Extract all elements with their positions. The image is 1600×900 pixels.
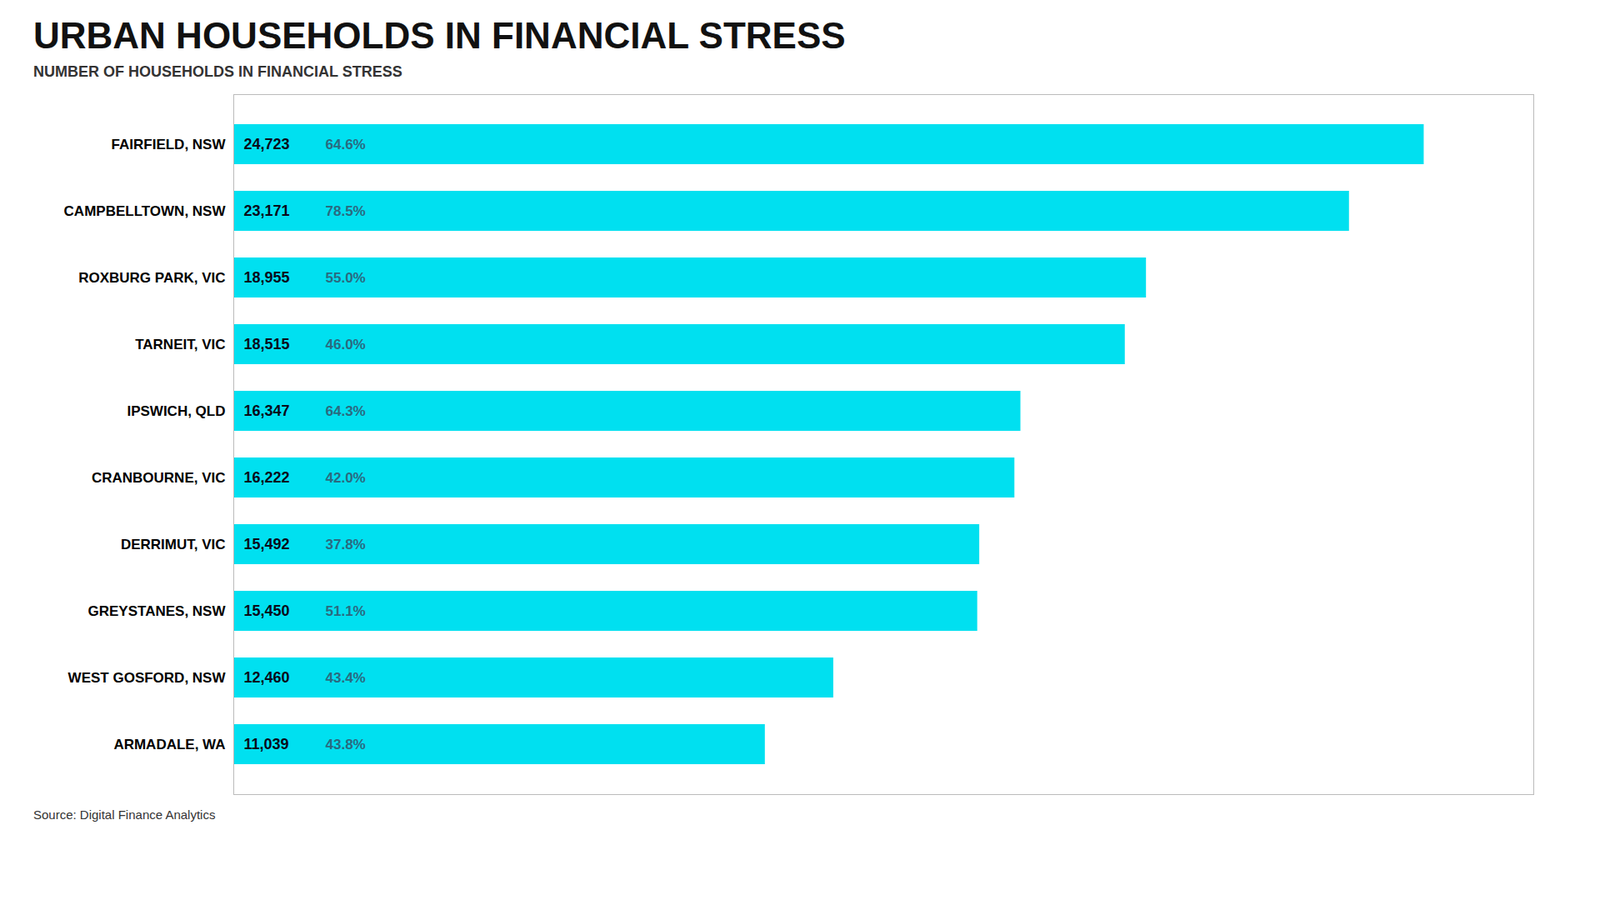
svg-text:TARNEIT, VIC: TARNEIT, VIC: [135, 336, 225, 353]
svg-text:18,515: 18,515: [244, 335, 290, 353]
svg-text:55.0%: 55.0%: [325, 270, 366, 286]
svg-text:43.4%: 43.4%: [325, 670, 366, 686]
svg-text:16,347: 16,347: [244, 402, 290, 420]
svg-text:CRANBOURNE, VIC: CRANBOURNE, VIC: [91, 470, 226, 486]
svg-text:IPSWICH, QLD: IPSWICH, QLD: [126, 403, 225, 420]
svg-text:46.0%: 46.0%: [325, 336, 366, 353]
svg-text:51.1%: 51.1%: [325, 603, 366, 620]
svg-text:GREYSTANES, NSW: GREYSTANES, NSW: [88, 603, 227, 620]
svg-text:37.8%: 37.8%: [325, 536, 366, 553]
svg-text:ROXBURG PARK, VIC: ROXBURG PARK, VIC: [78, 270, 225, 286]
svg-text:18,955: 18,955: [244, 269, 290, 286]
svg-text:23,171: 23,171: [244, 202, 290, 220]
svg-text:43.8%: 43.8%: [325, 736, 366, 753]
svg-text:DERRIMUT, VIC: DERRIMUT, VIC: [120, 536, 226, 553]
svg-text:15,492: 15,492: [244, 535, 290, 553]
svg-text:16,222: 16,222: [244, 469, 290, 486]
html-text:NUMBER OF HOUSEHOLDS IN FINANC: NUMBER OF HOUSEHOLDS IN FINANCIAL STRESS: [33, 63, 403, 80]
html-text:Source: Digital Finance Analyt: Source: Digital Finance Analytics: [33, 807, 216, 822]
svg-text:CAMPBELLTOWN, NSW: CAMPBELLTOWN, NSW: [64, 203, 227, 220]
svg-text:64.3%: 64.3%: [325, 403, 366, 420]
svg-text:78.5%: 78.5%: [325, 203, 366, 220]
svg-text:ARMADALE, WA: ARMADALE, WA: [113, 736, 225, 753]
svg-text:WEST GOSFORD, NSW: WEST GOSFORD, NSW: [68, 670, 227, 686]
svg-text:12,460: 12,460: [244, 669, 290, 686]
svg-text:42.0%: 42.0%: [325, 470, 366, 486]
svg-text:64.6%: 64.6%: [325, 136, 366, 153]
svg-text:24,723: 24,723: [244, 135, 290, 153]
svg-text:15,450: 15,450: [244, 602, 290, 620]
svg-text:11,039: 11,039: [244, 735, 290, 753]
svg-text:FAIRFIELD, NSW: FAIRFIELD, NSW: [111, 136, 227, 153]
html-text:URBAN HOUSEHOLDS IN FINANCIAL: URBAN HOUSEHOLDS IN FINANCIAL STRESS: [33, 15, 846, 56]
